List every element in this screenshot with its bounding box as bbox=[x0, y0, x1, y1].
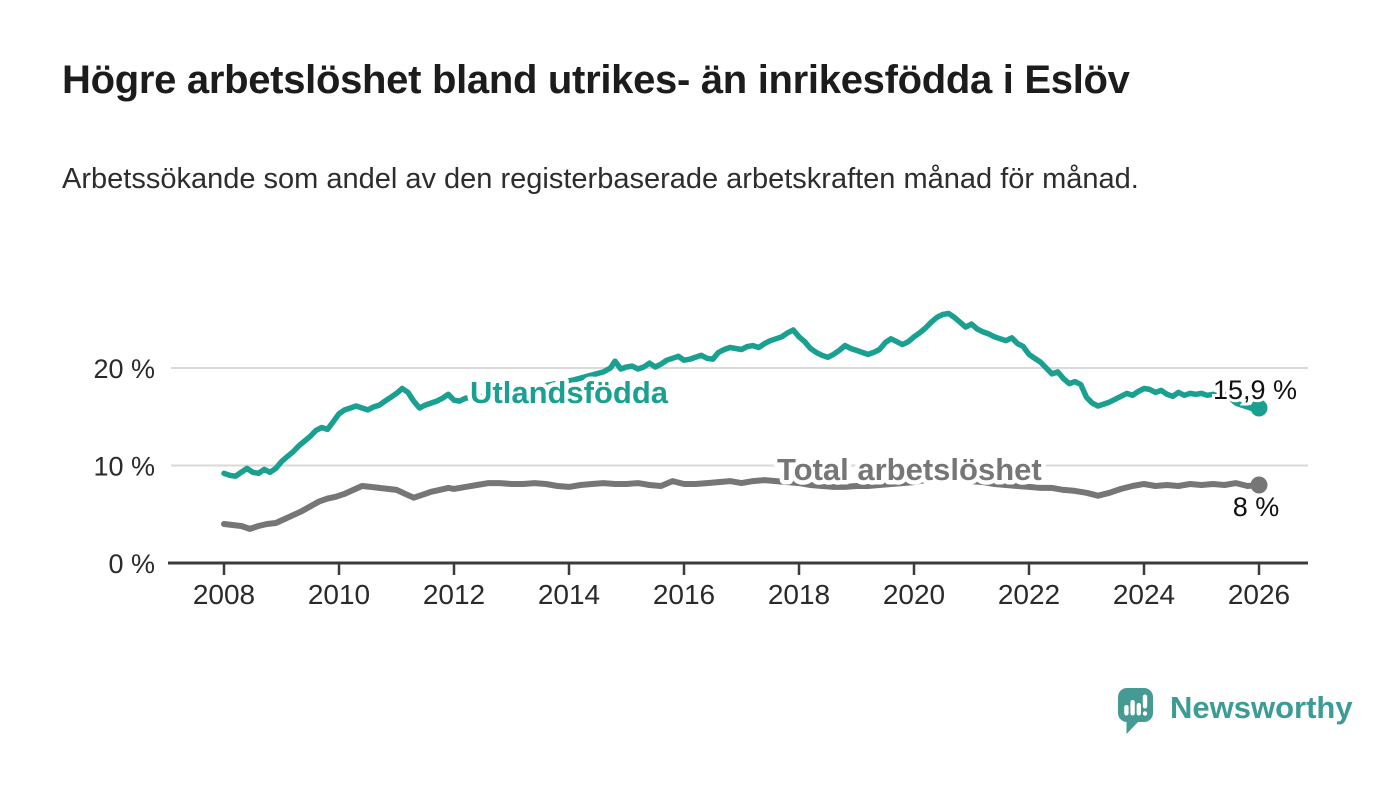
x-tick-label: 2026 bbox=[1228, 579, 1290, 610]
x-tick-label: 2024 bbox=[1113, 579, 1175, 610]
series-labels: Utlandsfödda 15,9 % Total arbetslöshet 8 % bbox=[466, 371, 1301, 526]
end-dot-total-arbetsl-shet bbox=[1250, 476, 1268, 494]
series-total-arbetsl-shet bbox=[221, 475, 1262, 532]
series-utlandsf-dda bbox=[221, 310, 1262, 479]
newsworthy-speech-bubble-bar-chart-icon bbox=[1118, 688, 1153, 734]
series-label-utlandsf-dda: Utlandsfödda bbox=[470, 375, 669, 410]
end-dot-utlandsf-dda bbox=[1250, 399, 1268, 417]
newsworthy-wordmark: Newsworthy bbox=[1170, 690, 1353, 725]
x-tick-label: 2020 bbox=[883, 579, 945, 610]
x-tick-label: 2012 bbox=[423, 579, 485, 610]
line-total-arbetsl-shet bbox=[221, 475, 1262, 532]
end-value-label-total-arbetsl-shet: 8 % bbox=[1233, 492, 1280, 522]
x-tick-label: 2014 bbox=[538, 579, 600, 610]
x-tick-label: 2008 bbox=[193, 579, 255, 610]
chart-title: Högre arbetslöshet bland utrikes- än inr… bbox=[62, 58, 1130, 102]
newsworthy-logo: Newsworthy bbox=[1117, 688, 1353, 738]
x-tick-label: 2010 bbox=[308, 579, 370, 610]
y-tick-label: 0 % bbox=[108, 549, 155, 579]
x-tick-label: 2022 bbox=[998, 579, 1060, 610]
series-lines bbox=[221, 310, 1262, 532]
line-utlandsf-dda bbox=[221, 310, 1262, 479]
gridlines: 0 % 10 % 20 % bbox=[93, 354, 1308, 579]
x-tick-label: 2016 bbox=[653, 579, 715, 610]
x-axis: 2008 2010 2012 2014 2016 2018 2020 2022 2024 2026 bbox=[168, 561, 1308, 610]
end-value-label-utlandsf-dda: 15,9 % bbox=[1213, 375, 1297, 405]
speech-bubble-shape bbox=[1118, 688, 1153, 734]
mini-bar-chart-glyph bbox=[1124, 694, 1148, 716]
x-tick-label: 2018 bbox=[768, 579, 830, 610]
y-tick-label: 20 % bbox=[93, 354, 155, 384]
y-tick-label: 10 % bbox=[93, 452, 155, 482]
series-label-total-arbetsl-shet: Total arbetslöshet bbox=[777, 452, 1042, 487]
chart-subtitle: Arbetssökande som andel av den registerb… bbox=[62, 163, 1139, 195]
